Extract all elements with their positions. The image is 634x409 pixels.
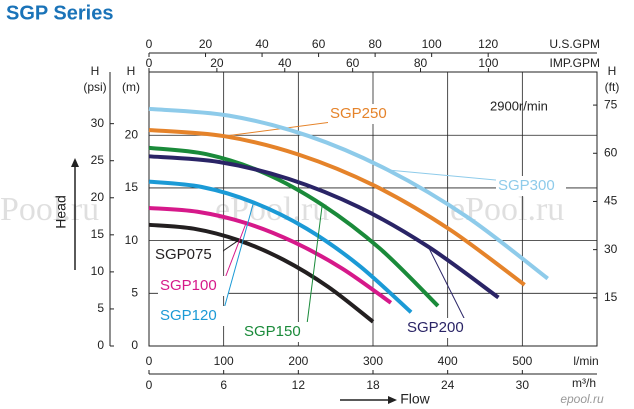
- x-tick-label: 400: [438, 354, 458, 368]
- series-label: SGP200: [407, 319, 464, 336]
- x2-tick-label: 6: [220, 378, 227, 392]
- series-line: [148, 154, 500, 300]
- x2-unit: m³/h: [572, 376, 596, 390]
- series-line: [148, 222, 375, 324]
- x4-tick-label: 60: [346, 56, 360, 70]
- y-tick-label: 0: [131, 338, 138, 352]
- series-label: SGP075: [155, 246, 212, 263]
- y3-tick-label: 30: [604, 242, 618, 256]
- annotation: 2900r/min: [490, 98, 548, 113]
- x4-tick-label: 40: [278, 56, 292, 70]
- series-line: [148, 127, 526, 287]
- label-box: [153, 245, 223, 265]
- y-unit: (m): [122, 80, 140, 94]
- label-box: [496, 176, 566, 196]
- y3-tick-label: 60: [604, 145, 618, 159]
- x3-tick-label: 120: [478, 37, 498, 51]
- y3-tick-label: 15: [604, 290, 618, 304]
- y2-tick-label: 0: [97, 338, 104, 352]
- y2-tick-label: 25: [91, 153, 105, 167]
- x2-tick-label: 30: [516, 378, 530, 392]
- watermark: Pool.ru: [0, 191, 99, 228]
- y2-tick-label: 5: [97, 301, 104, 315]
- series-label: SGP150: [244, 323, 301, 340]
- x4-tick-label: 0: [146, 56, 153, 70]
- y2-unit: H: [91, 64, 100, 78]
- y3-tick-label: 75: [604, 97, 618, 111]
- label-box: [328, 104, 398, 124]
- y-unit: H: [127, 64, 136, 78]
- x-axis-label: Flow: [400, 391, 430, 407]
- x4-tick-label: 100: [478, 56, 498, 70]
- series-line: [148, 179, 413, 314]
- x-tick-label: 500: [512, 354, 532, 368]
- flow-arrow-head: [388, 396, 397, 404]
- series-line: [148, 106, 549, 281]
- x3-tick-label: 40: [255, 37, 269, 51]
- x3-tick-label: 60: [312, 37, 326, 51]
- label-box: [158, 276, 228, 296]
- label-leader: [305, 204, 323, 333]
- x-tick-label: 100: [214, 354, 234, 368]
- label-leader: [221, 202, 255, 317]
- label-box: [158, 306, 228, 326]
- x3-tick-label: 20: [199, 37, 213, 51]
- chart-title: SGP Series: [6, 2, 113, 24]
- y2-unit: (psi): [83, 80, 106, 94]
- x4-tick-label: 80: [414, 56, 428, 70]
- y-tick-label: 10: [125, 233, 139, 247]
- x2-tick-label: 24: [441, 378, 455, 392]
- x-tick-label: 300: [363, 354, 383, 368]
- series-label: SGP250: [330, 105, 387, 122]
- x2-tick-label: 0: [146, 378, 153, 392]
- y-tick-label: 20: [125, 127, 139, 141]
- y2-tick-label: 15: [91, 227, 105, 241]
- watermark: ePool.ru: [450, 191, 564, 228]
- y3-tick-label: 45: [604, 194, 618, 208]
- x2-tick-label: 12: [292, 378, 306, 392]
- x4-tick-label: 20: [210, 56, 224, 70]
- y-tick-label: 15: [125, 180, 139, 194]
- x-tick-label: 200: [288, 354, 308, 368]
- series-line: [148, 205, 393, 305]
- y3-unit: H: [608, 64, 617, 78]
- x-unit: l/min: [573, 354, 598, 368]
- watermark-logo: epool.ru: [560, 392, 604, 406]
- label-box: [242, 322, 312, 342]
- y2-tick-label: 20: [91, 190, 105, 204]
- series-label: SGP100: [160, 277, 217, 294]
- y2-tick-label: 10: [91, 264, 105, 278]
- x3-tick-label: 0: [146, 37, 153, 51]
- y3-unit: (ft): [605, 80, 620, 94]
- y2-tick-label: 30: [91, 116, 105, 130]
- x-tick-label: 0: [146, 354, 153, 368]
- x2-tick-label: 18: [366, 378, 380, 392]
- head-arrow-head: [71, 158, 79, 167]
- label-box: [405, 318, 475, 338]
- label-leader: [427, 246, 470, 329]
- series-line: [148, 145, 440, 308]
- series-label: SGP120: [160, 307, 217, 324]
- y-tick-label: 5: [131, 285, 138, 299]
- y-axis-label: Head: [53, 195, 69, 228]
- x4-unit: IMP.GPM: [550, 56, 600, 70]
- x3-tick-label: 100: [422, 37, 442, 51]
- x3-tick-label: 80: [368, 37, 382, 51]
- label-leader: [221, 222, 247, 287]
- x3-unit: U.S.GPM: [549, 37, 600, 51]
- series-label: SGP300: [498, 177, 555, 194]
